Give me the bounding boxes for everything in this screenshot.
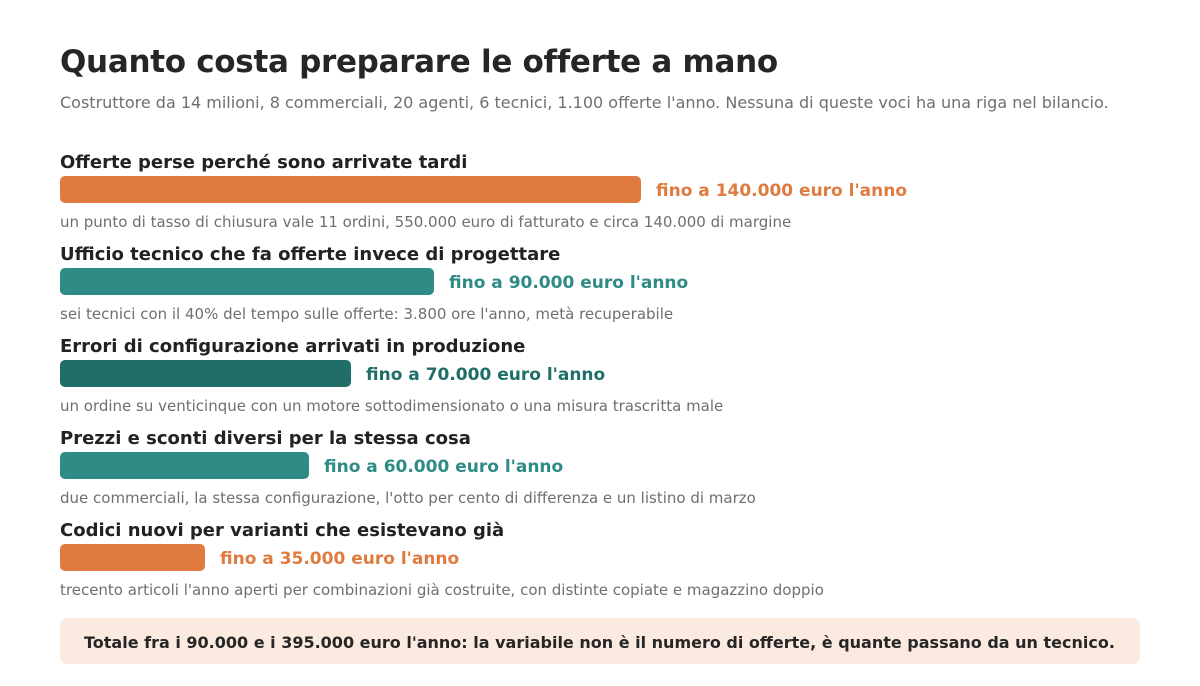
bar-note: due commerciali, la stessa configurazion… [60,489,756,507]
bar-row: Prezzi e sconti diversi per la stessa co… [60,428,1140,520]
page-title: Quanto costa preparare le offerte a mano [60,44,778,80]
bar [60,268,434,295]
bar-note: trecento articoli l'anno aperti per comb… [60,581,824,599]
bar-row: Ufficio tecnico che fa offerte invece di… [60,244,1140,336]
bar-value-label: fino a 90.000 euro l'anno [449,273,689,293]
bar-note: un punto di tasso di chiusura vale 11 or… [60,213,792,231]
bar-note: sei tecnici con il 40% del tempo sulle o… [60,305,674,323]
bar [60,176,641,203]
total-text: Totale fra i 90.000 e i 395.000 euro l'a… [84,633,1115,652]
bar-note: un ordine su venticinque con un motore s… [60,397,724,415]
bar-row: Offerte perse perché sono arrivate tardi… [60,152,1140,244]
bar [60,544,205,571]
category-label: Codici nuovi per varianti che esistevano… [60,520,505,541]
category-label: Errori di configurazione arrivati in pro… [60,336,526,357]
bar-value-label: fino a 70.000 euro l'anno [366,365,606,385]
page-subtitle: Costruttore da 14 milioni, 8 commerciali… [60,93,1109,112]
bar-value-label: fino a 60.000 euro l'anno [324,457,564,477]
category-label: Offerte perse perché sono arrivate tardi [60,152,468,173]
category-label: Ufficio tecnico che fa offerte invece di… [60,244,561,265]
category-label: Prezzi e sconti diversi per la stessa co… [60,428,471,449]
bar-value-label: fino a 140.000 euro l'anno [656,181,908,201]
total-callout: Totale fra i 90.000 e i 395.000 euro l'a… [60,618,1140,664]
bar [60,452,309,479]
bar-row: Errori di configurazione arrivati in pro… [60,336,1140,428]
bar-row: Codici nuovi per varianti che esistevano… [60,520,1140,612]
bar-value-label: fino a 35.000 euro l'anno [220,549,460,569]
bar [60,360,351,387]
